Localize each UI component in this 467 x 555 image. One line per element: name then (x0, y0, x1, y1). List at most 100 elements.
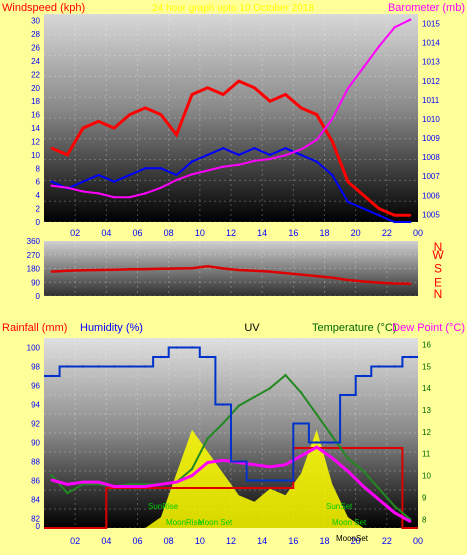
series-point-1 (97, 173, 100, 177)
point-humidity (237, 460, 240, 463)
annotation-label: Moon Set (198, 518, 233, 527)
x-tick-label: 06 (132, 536, 142, 546)
direction-tick-label: 90 (31, 278, 40, 287)
series-point-0 (206, 86, 209, 90)
compass-label: S (434, 262, 442, 276)
windspeed-tick-label: 22 (31, 70, 40, 79)
series-point-1 (50, 180, 53, 183)
uv-title: UV (244, 322, 260, 334)
x-tick-label: 12 (226, 228, 236, 238)
point-dew (128, 485, 131, 488)
series-point-0 (50, 146, 53, 150)
point-humidity (50, 374, 53, 378)
temperature-tick-label: 9 (422, 493, 427, 502)
series-point-0 (159, 113, 163, 116)
direction-point (299, 273, 303, 276)
humidity-title: Humidity (%) (80, 322, 143, 334)
temperature-tick-label: 12 (422, 428, 431, 437)
series-point-1 (315, 160, 318, 163)
series-point-1 (299, 153, 303, 157)
point-dew (190, 474, 194, 477)
uv-area (51, 429, 411, 528)
series-point-0 (393, 214, 396, 217)
series-point-1 (268, 153, 272, 157)
point-humidity (190, 346, 194, 349)
series-point-2 (362, 66, 365, 69)
series-point-1 (284, 146, 287, 150)
barometer-tick-label: 1007 (422, 172, 440, 181)
humidity-tick-label: 98 (31, 363, 40, 372)
point-humidity (144, 365, 147, 368)
windspeed-tick-label: 8 (36, 164, 41, 173)
direction-point (190, 266, 194, 270)
annotation-label: Moon Set (332, 518, 367, 527)
windspeed-tick-label: 28 (31, 30, 40, 39)
direction-point (50, 270, 53, 273)
series-point-2 (284, 154, 287, 157)
series-point-0 (128, 113, 131, 116)
barometer-tick-label: 1008 (422, 153, 440, 162)
point-humidity (253, 479, 256, 482)
barometer-tick-label: 1012 (422, 77, 440, 86)
x-tick-label: 20 (351, 228, 361, 238)
barometer-tick-label: 1009 (422, 134, 440, 143)
x-tick-label: 00 (413, 228, 423, 238)
point-humidity (222, 403, 225, 406)
x-tick-label: 18 (319, 228, 329, 238)
series-point-0 (253, 86, 256, 90)
direction-point (222, 267, 225, 270)
x-tick-label: 10 (195, 228, 205, 238)
series-point-2 (237, 163, 240, 166)
series-point-2 (66, 186, 69, 189)
x-tick-label: 02 (70, 228, 80, 238)
windspeed-tick-label: 12 (31, 137, 40, 146)
series-point-0 (237, 79, 240, 83)
point-dew (377, 498, 381, 501)
series-point-0 (97, 120, 100, 123)
point-temperature (362, 470, 365, 473)
humidity-tick-label: 84 (31, 496, 40, 505)
windspeed-tick-label: 16 (31, 111, 40, 120)
x-tick-label: 04 (101, 536, 111, 546)
point-dew (81, 480, 85, 484)
barometer-title: Barometer (mb) (388, 2, 465, 14)
series-point-2 (81, 190, 85, 193)
annotation-label: MoonRise (166, 518, 203, 527)
direction-point (377, 281, 381, 284)
series-point-2 (112, 195, 116, 199)
direction-point (346, 278, 350, 282)
x-tick-label: 08 (164, 228, 174, 238)
series-point-1 (222, 146, 225, 150)
temperature-tick-label: 8 (422, 515, 427, 524)
direction-line (51, 264, 411, 286)
point-humidity (362, 374, 365, 378)
humidity-tick-label: 88 (31, 458, 40, 467)
series-point-0 (222, 93, 225, 96)
windspeed-tick-label: 4 (36, 191, 41, 200)
point-humidity (409, 355, 412, 359)
series-point-0 (299, 106, 303, 110)
plot3-x-axis: 02 04 06 08 10 12 14 16 18 20 22 00 (70, 536, 423, 546)
direction-point (237, 268, 240, 272)
point-dew (299, 454, 303, 458)
point-temperature (393, 504, 396, 508)
series-point-2 (346, 87, 350, 90)
dewpoint-title: Dew Point (°C) (392, 322, 465, 334)
temperature-tick-label: 11 (422, 450, 431, 459)
windspeed-tick-label: 6 (36, 178, 41, 187)
series-point-0 (268, 100, 272, 103)
point-temperature (253, 395, 256, 399)
point-temperature (81, 483, 85, 486)
humidity-tick-label: 92 (31, 420, 40, 429)
series-point-0 (315, 113, 318, 116)
chart-title: 24 hour graph upto 10 October 2018 (152, 3, 314, 14)
x-tick-label: 16 (288, 228, 298, 238)
direction-point (81, 269, 85, 272)
series-point-0 (66, 153, 69, 157)
direction-point (128, 268, 131, 271)
point-dew (253, 463, 256, 466)
series-point-1 (128, 173, 131, 177)
